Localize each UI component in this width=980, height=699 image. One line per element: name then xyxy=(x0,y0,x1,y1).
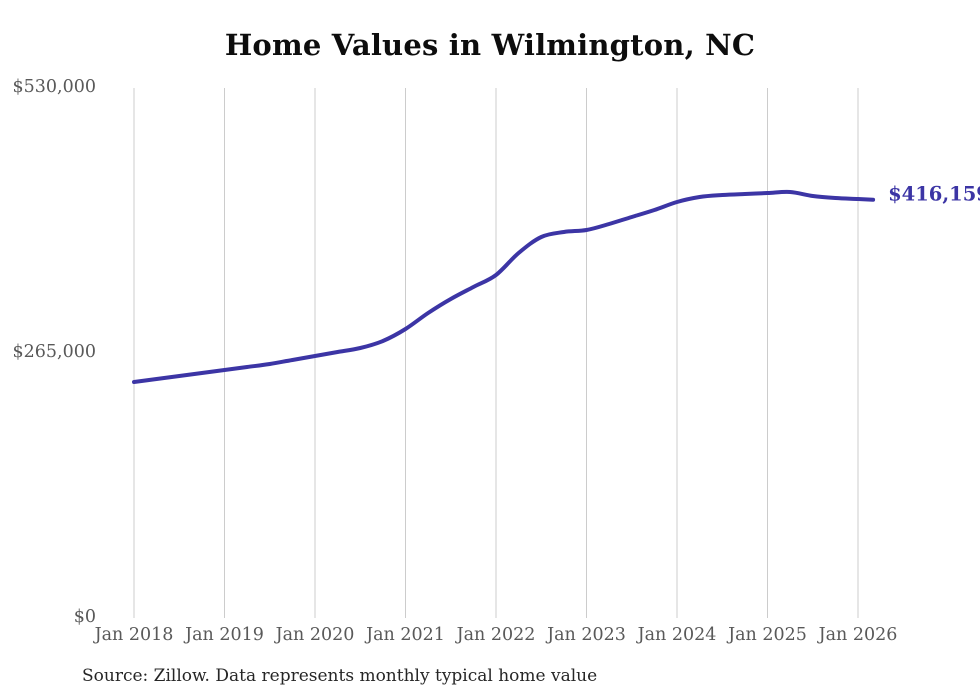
x-axis-tick-label: Jan 2023 xyxy=(545,625,626,645)
x-axis-tick-label: Jan 2026 xyxy=(817,625,898,645)
y-axis-tick-label: $530,000 xyxy=(12,77,96,97)
home-value-line-series xyxy=(132,189,876,384)
x-axis-tick-label: Jan 2020 xyxy=(274,625,355,645)
x-axis-tick-label: Jan 2021 xyxy=(364,625,445,645)
x-axis-tick-label: Jan 2025 xyxy=(726,625,807,645)
x-axis-tick-label: Jan 2018 xyxy=(93,625,174,645)
source-note: Source: Zillow. Data represents monthly … xyxy=(82,666,598,686)
latest-value-label: $416,159 xyxy=(888,182,980,205)
x-axis-tick-label: Jan 2024 xyxy=(636,625,717,645)
y-axis-tick-label: $265,000 xyxy=(12,342,96,362)
y-axis-tick-label: $0 xyxy=(74,607,96,627)
x-axis-tick-label: Jan 2022 xyxy=(455,625,536,645)
x-axis-tick-label: Jan 2019 xyxy=(183,625,264,645)
chart-title: Home Values in Wilmington, NC xyxy=(224,28,756,62)
